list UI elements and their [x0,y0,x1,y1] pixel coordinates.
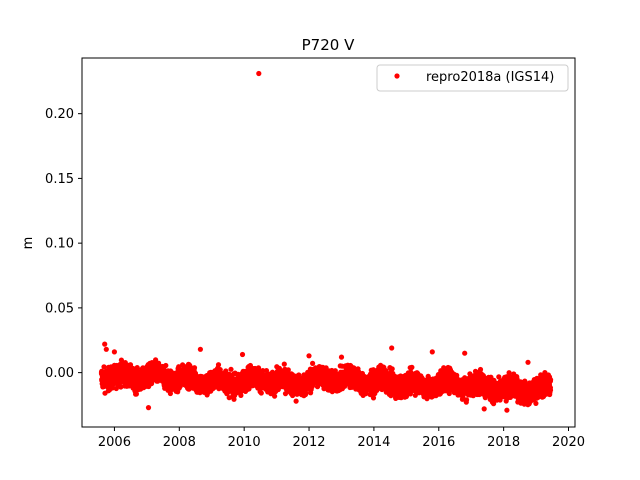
data-point [101,364,107,370]
data-point [217,367,223,373]
data-point [163,362,169,369]
data-point [153,357,159,363]
data-point [496,374,502,380]
data-point [215,362,222,368]
data-point [167,390,173,397]
data-point [228,366,234,372]
data-point [133,391,139,397]
data-point [272,393,278,399]
data-point [258,390,264,396]
data-point [533,400,539,406]
data-point [191,365,198,371]
data-point [370,395,377,401]
data-point [464,397,470,403]
data-point [118,357,124,363]
data-points [98,70,554,413]
data-point [409,364,415,370]
data-point [134,365,140,371]
chart-title: P720 V [302,36,355,54]
data-point [281,361,287,367]
data-point [389,366,395,372]
data-point [238,392,244,398]
data-point [118,384,124,390]
data-point [310,360,316,366]
data-point [186,386,192,392]
